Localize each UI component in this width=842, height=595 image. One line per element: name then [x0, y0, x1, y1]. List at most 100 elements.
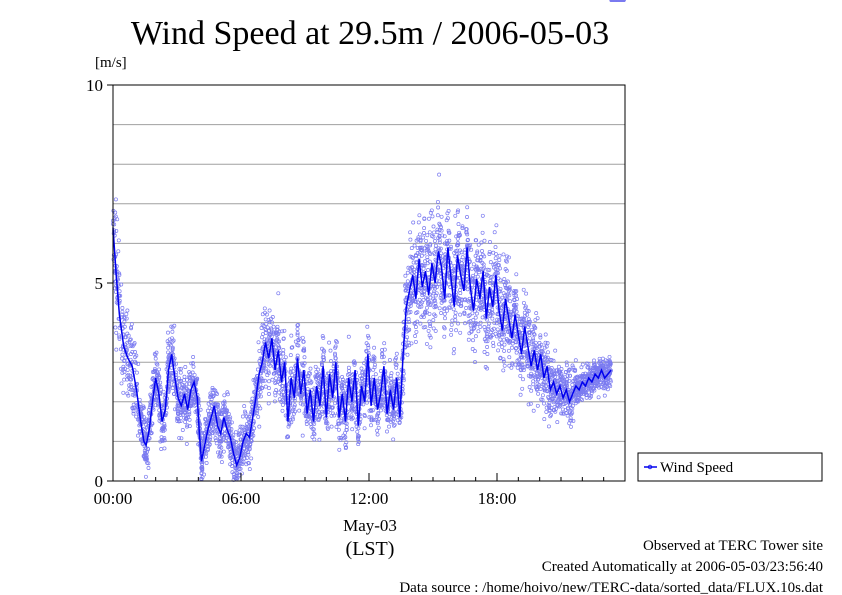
- data-point: [577, 392, 582, 397]
- data-point: [316, 367, 320, 372]
- chart-title: Wind Speed at 29.5m / 2006-05-03: [131, 15, 609, 52]
- data-point: [333, 356, 338, 361]
- data-point: [187, 374, 192, 379]
- data-point: [170, 345, 175, 350]
- data-point: [369, 418, 374, 423]
- data-point: [160, 439, 165, 444]
- data-point: [376, 416, 381, 421]
- data-point: [152, 366, 157, 371]
- data-point: [488, 275, 493, 280]
- data-point: [427, 216, 431, 221]
- data-point: [290, 398, 295, 403]
- data-point: [473, 360, 477, 365]
- data-point: [320, 334, 325, 339]
- data-point: [416, 235, 421, 240]
- data-point: [325, 421, 330, 426]
- data-point: [536, 391, 541, 396]
- data-point: [424, 243, 429, 248]
- data-point: [369, 423, 373, 428]
- data-point: [473, 334, 478, 339]
- data-point: [236, 463, 241, 468]
- data-point: [506, 348, 511, 353]
- data-point: [122, 377, 127, 382]
- data-point: [225, 390, 230, 395]
- data-point: [121, 390, 126, 395]
- data-point: [207, 442, 212, 447]
- data-point: [449, 332, 454, 337]
- data-point: [158, 387, 163, 392]
- data-point: [378, 368, 383, 373]
- data-point: [213, 388, 218, 393]
- data-point: [247, 446, 252, 451]
- data-point: [178, 370, 183, 375]
- data-point: [333, 351, 337, 356]
- data-point: [587, 395, 592, 400]
- data-point: [204, 451, 209, 456]
- data-point: [229, 427, 234, 432]
- data-point: [125, 340, 130, 345]
- data-point: [274, 388, 279, 393]
- data-point: [134, 353, 139, 358]
- data-point: [587, 383, 592, 388]
- data-point: [549, 358, 554, 363]
- data-point: [437, 279, 442, 284]
- data-point: [417, 232, 422, 237]
- data-point: [176, 403, 181, 408]
- data-point: [485, 345, 490, 349]
- data-point: [470, 347, 475, 351]
- data-point: [444, 218, 449, 223]
- data-point: [510, 345, 514, 350]
- data-point: [222, 404, 227, 409]
- data-point: [126, 333, 131, 338]
- data-point: [145, 450, 149, 454]
- data-point: [471, 273, 475, 278]
- data-point: [377, 376, 382, 381]
- data-point: [536, 368, 541, 373]
- data-point: [484, 329, 489, 334]
- data-point: [420, 248, 424, 253]
- data-point: [113, 197, 118, 202]
- data-point: [596, 395, 601, 400]
- data-point: [286, 424, 291, 429]
- data-point: [578, 396, 583, 401]
- data-point: [295, 327, 300, 331]
- data-point: [540, 393, 545, 398]
- data-point: [226, 438, 231, 443]
- data-point: [219, 445, 224, 450]
- data-point: [191, 355, 196, 359]
- data-point: [182, 374, 187, 379]
- data-point: [501, 252, 506, 257]
- data-point: [170, 347, 175, 352]
- data-point: [309, 425, 314, 430]
- data-point: [487, 321, 492, 326]
- data-point: [520, 319, 524, 324]
- data-point: [125, 391, 130, 396]
- data-point: [502, 337, 507, 342]
- data-point: [530, 374, 535, 379]
- data-point: [259, 386, 264, 391]
- data-point: [267, 334, 272, 339]
- data-point: [529, 371, 534, 376]
- data-point: [247, 467, 252, 472]
- data-point: [226, 411, 231, 416]
- data-point: [242, 404, 247, 409]
- data-point: [427, 333, 432, 338]
- data-point: [340, 379, 345, 384]
- x-tick-label: 12:00: [350, 489, 389, 508]
- data-point: [494, 271, 498, 275]
- data-point: [524, 320, 529, 325]
- data-point: [476, 329, 481, 334]
- data-point: [445, 293, 450, 298]
- data-point: [216, 402, 220, 407]
- data-point: [179, 407, 184, 412]
- data-point: [521, 300, 526, 305]
- data-point: [143, 474, 148, 479]
- data-point: [120, 306, 125, 310]
- data-point: [256, 414, 261, 419]
- data-point: [405, 343, 409, 348]
- data-point: [355, 429, 360, 434]
- data-point: [495, 271, 500, 276]
- data-point: [321, 355, 326, 360]
- data-point: [519, 355, 524, 360]
- data-point: [526, 309, 531, 314]
